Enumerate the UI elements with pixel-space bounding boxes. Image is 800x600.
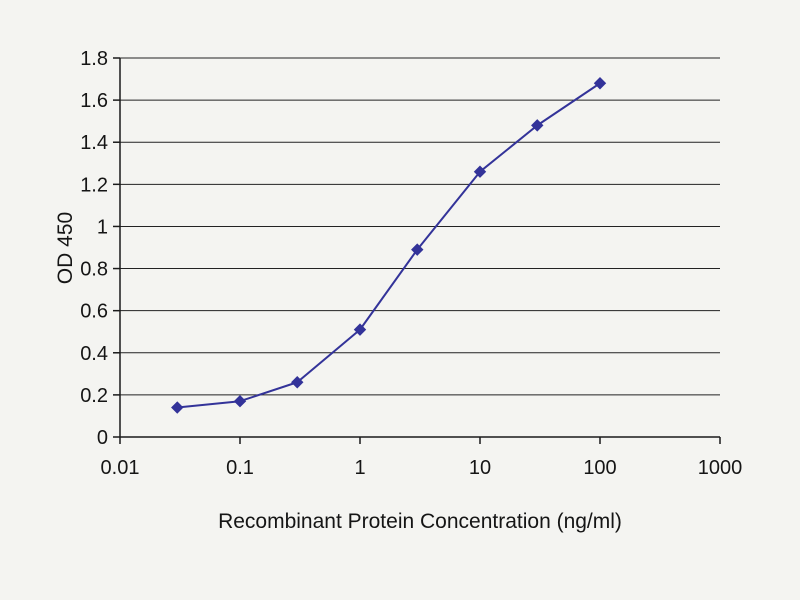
x-tick-label: 1000 — [698, 457, 743, 479]
y-axis-title: OD 450 — [54, 212, 77, 284]
x-tick-label: 100 — [583, 457, 616, 479]
data-point-marker — [411, 243, 424, 256]
data-point-marker — [291, 376, 304, 389]
data-point-marker — [593, 77, 607, 90]
x-tick-label: 0.01 — [101, 457, 140, 479]
x-tick-label: 10 — [469, 457, 491, 479]
y-tick-label: 0.8 — [80, 259, 108, 281]
y-tick-label: 0.4 — [80, 343, 108, 365]
data-point-marker — [353, 323, 367, 336]
data-point-marker — [233, 394, 247, 408]
y-tick-label: 1 — [97, 216, 108, 238]
y-tick-label: 0.2 — [80, 385, 108, 407]
y-tick-label: 0.6 — [80, 301, 108, 323]
data-point-marker — [473, 165, 487, 178]
y-tick-label: 0 — [97, 427, 108, 449]
y-tick-label: 1.6 — [80, 90, 108, 112]
y-tick-label: 1.2 — [80, 174, 108, 196]
x-tick-label: 0.1 — [226, 457, 254, 479]
data-point-marker — [171, 401, 184, 414]
series-line — [177, 82, 601, 409]
data-point-marker — [531, 119, 544, 132]
x-axis-title: Recombinant Protein Concentration (ng/ml… — [218, 510, 622, 533]
y-tick-label: 1.8 — [80, 48, 108, 70]
y-tick-label: 1.4 — [80, 132, 108, 154]
x-tick-label: 1 — [354, 457, 365, 479]
plot-area: 0 0.2 0.4 0.6 0.8 1 1.2 1.4 1.6 1.8 0.01 0.1 1 10 100 1… — [80, 48, 742, 479]
